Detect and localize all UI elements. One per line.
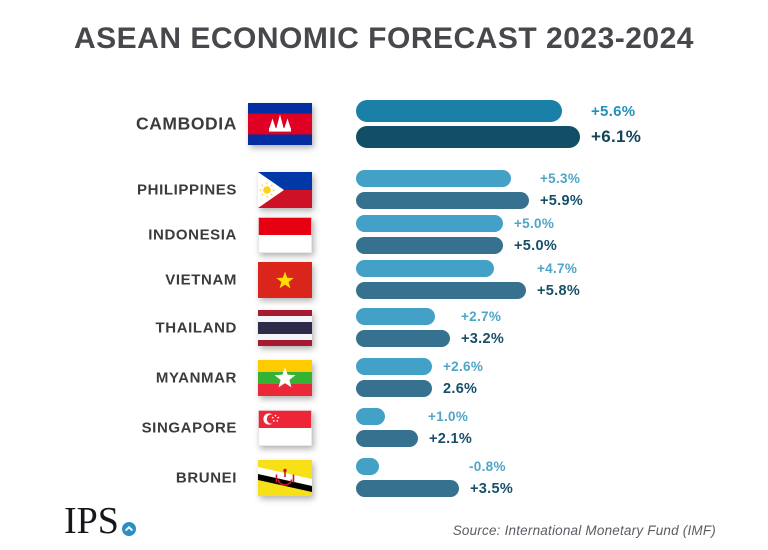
bar-group: +4.7% +5.8% xyxy=(356,260,580,304)
philippines-flag-icon xyxy=(258,171,312,208)
bar-group: -0.8% +3.5% xyxy=(356,458,513,502)
bar-line-2023: +5.3% xyxy=(356,170,583,187)
bar-line-2023: +4.7% xyxy=(356,260,580,277)
chart-row-thailand: THAILAND +2.7% +3.2% xyxy=(0,308,768,347)
chart-row-vietnam: VIETNAM +4.7% +5.8% xyxy=(0,260,768,299)
bar-2023 xyxy=(356,260,494,277)
bar-line-2023: +1.0% xyxy=(356,408,472,425)
vietnam-flag-icon xyxy=(258,261,312,298)
value-label-2023: +2.7% xyxy=(461,309,502,324)
bar-group: +5.0% +5.0% xyxy=(356,215,557,259)
chart-row-indonesia: INDONESIA +5.0% +5.0% xyxy=(0,215,768,254)
myanmar-flag-icon xyxy=(258,359,312,396)
bar-line-2024: +3.2% xyxy=(356,330,504,347)
bar-line-2023: -0.8% xyxy=(356,458,513,475)
country-label: VIETNAM xyxy=(165,271,237,288)
country-label: INDONESIA xyxy=(148,226,237,243)
ips-logo: IPS xyxy=(64,500,136,542)
thailand-flag-icon xyxy=(258,309,312,346)
value-label-2024: +5.8% xyxy=(537,282,581,299)
bar-line-2023: +2.6% xyxy=(356,358,483,375)
value-label-2024: +2.1% xyxy=(429,430,473,447)
bar-2024 xyxy=(356,192,529,209)
chart-row-philippines: PHILIPPINES +5.3% +5.9% xyxy=(0,170,768,209)
bar-2024 xyxy=(356,282,526,299)
chart-row-myanmar: MYANMAR +2.6% 2.6% xyxy=(0,358,768,397)
bar-line-2023: +5.6% xyxy=(356,100,641,122)
country-label: SINGAPORE xyxy=(141,419,237,436)
value-label-2024: +5.0% xyxy=(514,237,558,254)
value-label-2024: +5.9% xyxy=(540,192,584,209)
bar-2024 xyxy=(356,126,580,148)
brunei-flag-icon xyxy=(258,459,312,496)
value-label-2023: +5.0% xyxy=(514,216,555,231)
bar-2024 xyxy=(356,430,418,447)
chart-row-cambodia: CAMBODIA +5.6% +6.1% xyxy=(0,100,768,148)
bar-2023 xyxy=(356,308,435,325)
bar-line-2023: +5.0% xyxy=(356,215,557,232)
value-label-2023: +2.6% xyxy=(443,359,484,374)
value-label-2023: -0.8% xyxy=(469,459,506,474)
chart-row-singapore: SINGAPORE +1.0% +2.1% xyxy=(0,408,768,447)
bar-line-2024: +5.8% xyxy=(356,282,580,299)
value-label-2024: +3.2% xyxy=(461,330,505,347)
value-label-2023: +4.7% xyxy=(537,261,578,276)
country-label: PHILIPPINES xyxy=(137,181,237,198)
bar-line-2024: +2.1% xyxy=(356,430,472,447)
bar-2024 xyxy=(356,380,432,397)
bar-line-2024: +6.1% xyxy=(356,126,641,148)
country-label: CAMBODIA xyxy=(135,113,237,134)
bar-line-2024: +5.0% xyxy=(356,237,557,254)
bar-2023 xyxy=(356,358,432,375)
bar-2024 xyxy=(356,330,450,347)
page-title: ASEAN ECONOMIC FORECAST 2023-2024 xyxy=(74,22,694,55)
indonesia-flag-icon xyxy=(258,216,313,253)
value-label-2024: +3.5% xyxy=(470,480,514,497)
source-attribution: Source: International Monetary Fund (IMF… xyxy=(452,523,716,538)
bar-line-2023: +2.7% xyxy=(356,308,504,325)
chart-row-brunei: BRUNEI -0.8% +3.5% xyxy=(0,458,768,497)
bar-2023 xyxy=(356,100,562,122)
singapore-flag-icon xyxy=(258,409,313,446)
bar-2024 xyxy=(356,480,459,497)
country-label: MYANMAR xyxy=(155,369,237,386)
bar-2023 xyxy=(356,170,511,187)
value-label-2023: +5.6% xyxy=(591,102,636,120)
ips-logo-text: IPS xyxy=(64,500,119,542)
value-label-2024: +6.1% xyxy=(591,127,642,146)
bar-2024 xyxy=(356,237,503,254)
value-label-2024: 2.6% xyxy=(443,380,478,397)
bar-group: +5.3% +5.9% xyxy=(356,170,583,214)
value-label-2023: +5.3% xyxy=(540,171,581,186)
bar-line-2024: +3.5% xyxy=(356,480,513,497)
bar-group: +2.6% 2.6% xyxy=(356,358,483,402)
cambodia-flag-icon xyxy=(248,103,312,145)
bar-2023 xyxy=(356,215,503,232)
chevron-up-circle-icon xyxy=(121,522,136,537)
bar-2023 xyxy=(356,458,379,475)
country-label: BRUNEI xyxy=(175,469,237,486)
bar-group: +5.6% +6.1% xyxy=(356,100,641,152)
bar-2023 xyxy=(356,408,385,425)
bar-group: +2.7% +3.2% xyxy=(356,308,504,352)
bar-line-2024: +5.9% xyxy=(356,192,583,209)
bar-line-2024: 2.6% xyxy=(356,380,483,397)
country-label: THAILAND xyxy=(155,319,237,336)
bar-group: +1.0% +2.1% xyxy=(356,408,472,452)
value-label-2023: +1.0% xyxy=(428,409,469,424)
